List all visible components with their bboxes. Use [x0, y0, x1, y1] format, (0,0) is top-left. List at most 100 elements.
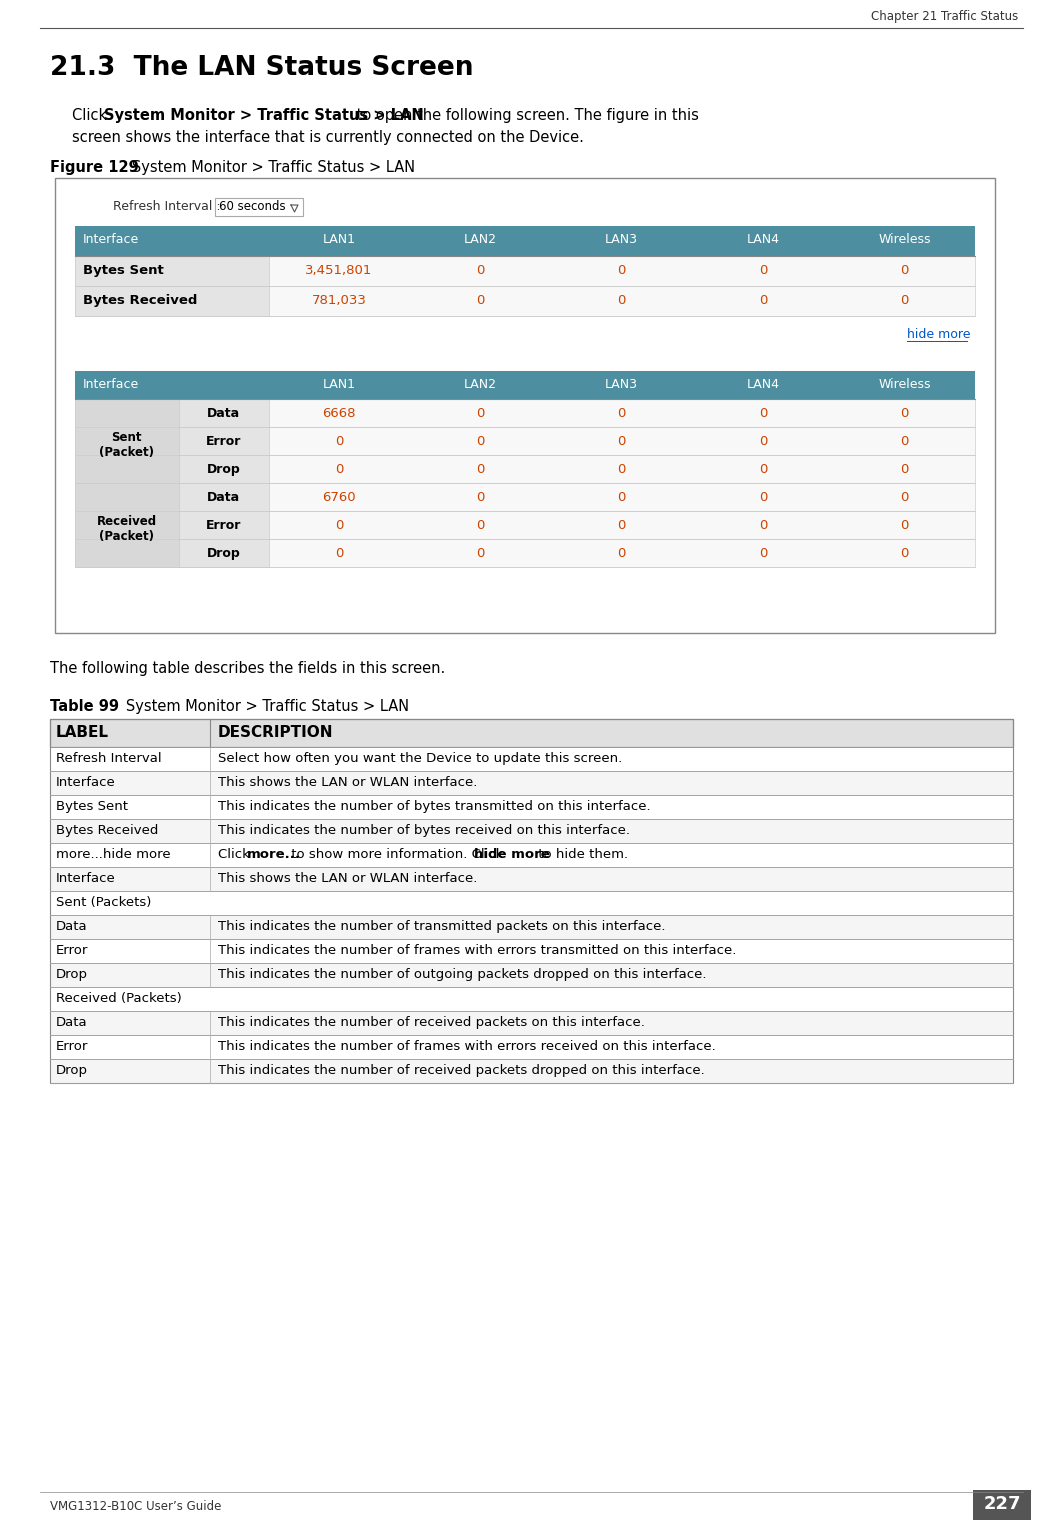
- Bar: [50, 939, 1013, 963]
- Text: 0: 0: [900, 294, 909, 306]
- Bar: [75, 483, 179, 567]
- Text: 0: 0: [618, 434, 626, 448]
- Text: LAN1: LAN1: [323, 233, 356, 245]
- Text: This indicates the number of transmitted packets on this interface.: This indicates the number of transmitted…: [218, 920, 665, 933]
- Text: Error: Error: [56, 943, 88, 957]
- Bar: [75, 256, 975, 287]
- Text: 0: 0: [759, 264, 767, 277]
- Text: Bytes Received: Bytes Received: [83, 294, 198, 306]
- Bar: [75, 399, 179, 483]
- Text: Error: Error: [206, 434, 241, 448]
- Text: 21.3  The LAN Status Screen: 21.3 The LAN Status Screen: [50, 55, 473, 81]
- Bar: [75, 287, 975, 315]
- Text: System Monitor > Traffic Status > LAN: System Monitor > Traffic Status > LAN: [118, 160, 416, 175]
- Bar: [75, 226, 975, 256]
- Text: 6668: 6668: [322, 407, 356, 421]
- Text: Data: Data: [207, 407, 240, 421]
- Bar: [55, 178, 995, 632]
- Text: LAN2: LAN2: [463, 233, 496, 245]
- Bar: [50, 818, 1013, 843]
- Text: 0: 0: [900, 520, 909, 532]
- Bar: [50, 771, 1013, 796]
- Text: 0: 0: [900, 547, 909, 559]
- Text: LABEL: LABEL: [56, 725, 109, 741]
- Text: Table 99: Table 99: [50, 700, 119, 715]
- Bar: [75, 483, 975, 511]
- Text: 0: 0: [759, 520, 767, 532]
- Text: 0: 0: [476, 434, 485, 448]
- Text: more...hide more: more...hide more: [56, 847, 171, 861]
- Text: The following table describes the fields in this screen.: The following table describes the fields…: [50, 661, 445, 677]
- Text: Interface: Interface: [56, 776, 116, 789]
- Text: 0: 0: [618, 294, 626, 306]
- Text: Data: Data: [56, 920, 87, 933]
- Bar: [50, 963, 1013, 988]
- Text: 0: 0: [900, 264, 909, 277]
- Text: Bytes Sent: Bytes Sent: [56, 800, 128, 812]
- Bar: [50, 914, 1013, 939]
- Text: 0: 0: [476, 407, 485, 421]
- Text: Data: Data: [207, 491, 240, 504]
- Text: Interface: Interface: [83, 233, 139, 245]
- Bar: [75, 256, 269, 287]
- Text: Refresh Interval :: Refresh Interval :: [113, 200, 221, 213]
- Text: hide more: hide more: [474, 847, 550, 861]
- Text: 0: 0: [900, 491, 909, 504]
- Text: 0: 0: [759, 547, 767, 559]
- Text: Chapter 21 Traffic Status: Chapter 21 Traffic Status: [871, 11, 1018, 23]
- Bar: [50, 747, 1013, 771]
- Text: Interface: Interface: [83, 378, 139, 392]
- Bar: [50, 892, 1013, 914]
- Text: LAN2: LAN2: [463, 378, 496, 392]
- Text: screen shows the interface that is currently connected on the Device.: screen shows the interface that is curre…: [72, 130, 584, 145]
- Text: This indicates the number of frames with errors received on this interface.: This indicates the number of frames with…: [218, 1039, 715, 1053]
- Bar: [50, 719, 1013, 1084]
- Text: 0: 0: [335, 520, 343, 532]
- Text: 0: 0: [476, 547, 485, 559]
- Text: 0: 0: [476, 294, 485, 306]
- Bar: [50, 1035, 1013, 1059]
- Text: 0: 0: [759, 491, 767, 504]
- Bar: [50, 719, 1013, 747]
- Text: more...: more...: [247, 847, 301, 861]
- Text: Error: Error: [206, 520, 241, 532]
- Text: Interface: Interface: [56, 872, 116, 885]
- Bar: [179, 427, 269, 456]
- Text: to hide them.: to hide them.: [534, 847, 628, 861]
- Bar: [179, 511, 269, 539]
- Text: Error: Error: [56, 1039, 88, 1053]
- Text: Wireless: Wireless: [878, 233, 930, 245]
- Bar: [50, 843, 1013, 867]
- Text: Drop: Drop: [206, 463, 240, 475]
- Bar: [75, 370, 975, 399]
- Text: 60 seconds: 60 seconds: [219, 200, 286, 213]
- Text: 0: 0: [476, 520, 485, 532]
- Text: 0: 0: [335, 547, 343, 559]
- Text: Click: Click: [72, 108, 112, 123]
- Text: 0: 0: [900, 463, 909, 475]
- Text: Data: Data: [56, 1017, 87, 1029]
- Text: Sent
(Packet): Sent (Packet): [99, 431, 154, 459]
- Text: 0: 0: [618, 520, 626, 532]
- Text: Drop: Drop: [206, 547, 240, 559]
- Text: 0: 0: [476, 264, 485, 277]
- Bar: [50, 867, 1013, 892]
- Text: This shows the LAN or WLAN interface.: This shows the LAN or WLAN interface.: [218, 776, 477, 789]
- Text: 0: 0: [618, 463, 626, 475]
- Bar: [75, 456, 975, 483]
- Bar: [179, 399, 269, 427]
- Bar: [179, 539, 269, 567]
- Text: Drop: Drop: [56, 968, 88, 981]
- Text: 0: 0: [476, 491, 485, 504]
- Text: Wireless: Wireless: [878, 378, 930, 392]
- Text: Received
(Packet): Received (Packet): [97, 515, 157, 543]
- Text: This indicates the number of bytes received on this interface.: This indicates the number of bytes recei…: [218, 824, 630, 837]
- Text: 0: 0: [618, 547, 626, 559]
- Bar: [50, 796, 1013, 818]
- Bar: [75, 539, 975, 567]
- Text: Figure 129: Figure 129: [50, 160, 139, 175]
- Text: This shows the LAN or WLAN interface.: This shows the LAN or WLAN interface.: [218, 872, 477, 885]
- Bar: [50, 1010, 1013, 1035]
- Text: This indicates the number of outgoing packets dropped on this interface.: This indicates the number of outgoing pa…: [218, 968, 707, 981]
- Text: 0: 0: [335, 463, 343, 475]
